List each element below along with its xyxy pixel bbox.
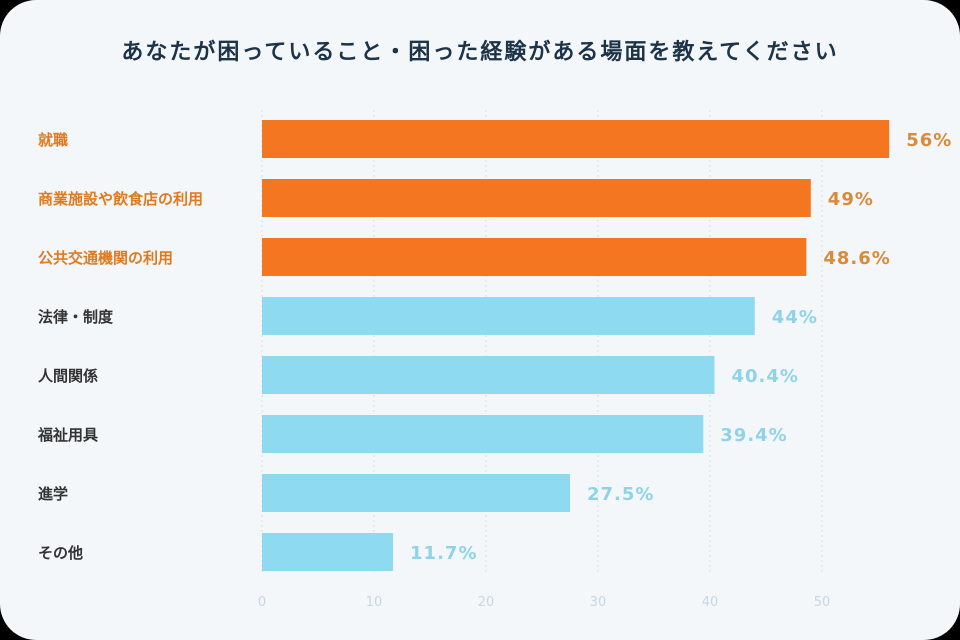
- value-label: 11.7%: [410, 543, 477, 564]
- bar: [262, 356, 715, 394]
- bar: [262, 179, 811, 217]
- category-label: 福祉用具: [37, 426, 98, 444]
- category-label: 就職: [38, 131, 68, 149]
- category-label: 公共交通機関の利用: [38, 249, 173, 267]
- bar: [262, 120, 890, 158]
- value-label: 27.5%: [587, 484, 654, 505]
- value-label: 39.4%: [720, 425, 787, 446]
- bar: [262, 415, 704, 453]
- value-label: 48.6%: [823, 248, 890, 269]
- bar: [262, 297, 755, 335]
- value-label: 40.4%: [731, 366, 798, 387]
- x-tick-label: 30: [590, 595, 607, 610]
- category-label: その他: [38, 544, 83, 562]
- category-label: 人間関係: [38, 367, 98, 385]
- value-label: 44%: [772, 307, 818, 328]
- x-tick-label: 0: [258, 595, 266, 610]
- bar: [262, 474, 570, 512]
- value-label: 56%: [906, 130, 952, 151]
- x-tick-label: 20: [478, 595, 495, 610]
- x-tick-label: 10: [366, 595, 383, 610]
- value-label: 49%: [828, 189, 874, 210]
- x-tick-label: 50: [814, 595, 831, 610]
- category-label: 法律・制度: [38, 308, 114, 326]
- chart-title: あなたが困っていること・困った経験がある場面を教えてください: [121, 40, 839, 65]
- category-label: 商業施設や飲食店の利用: [38, 190, 203, 208]
- bar: [262, 533, 394, 571]
- bar: [262, 238, 807, 276]
- x-tick-label: 40: [702, 595, 719, 610]
- category-label: 進学: [38, 485, 68, 503]
